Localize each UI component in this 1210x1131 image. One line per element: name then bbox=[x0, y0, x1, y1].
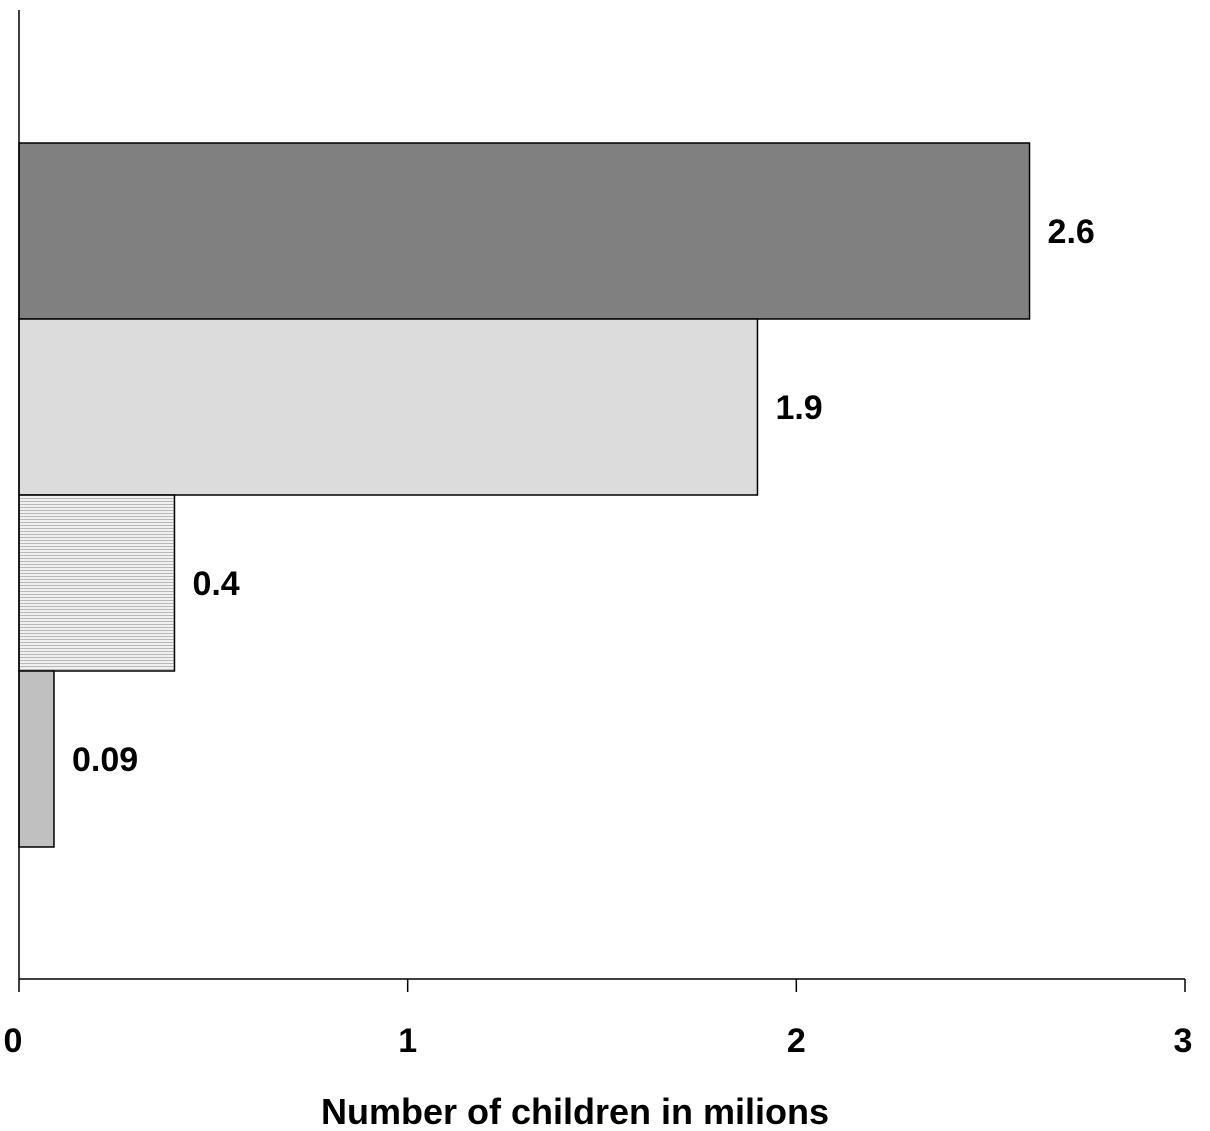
x-tick-label: 3 bbox=[1174, 1022, 1193, 1060]
bar bbox=[18, 670, 55, 848]
x-axis-title: Number of children in milions bbox=[321, 1091, 829, 1131]
bars-group bbox=[18, 142, 1031, 848]
x-tick-label: 1 bbox=[398, 1022, 417, 1060]
data-label: 2.6 bbox=[1048, 213, 1095, 251]
data-labels-group: 2.6 1.9 0.4 0.09 bbox=[72, 213, 1095, 779]
x-ticks-group: 0 1 2 3 bbox=[4, 979, 1193, 1060]
bar bbox=[18, 142, 1031, 320]
bar bbox=[18, 318, 759, 496]
data-label: 1.9 bbox=[775, 389, 822, 427]
bar bbox=[18, 494, 176, 672]
data-label: 0.09 bbox=[72, 741, 138, 779]
x-tick-label: 2 bbox=[787, 1022, 806, 1060]
x-tick-label: 0 bbox=[4, 1022, 23, 1060]
data-label: 0.4 bbox=[192, 565, 239, 603]
